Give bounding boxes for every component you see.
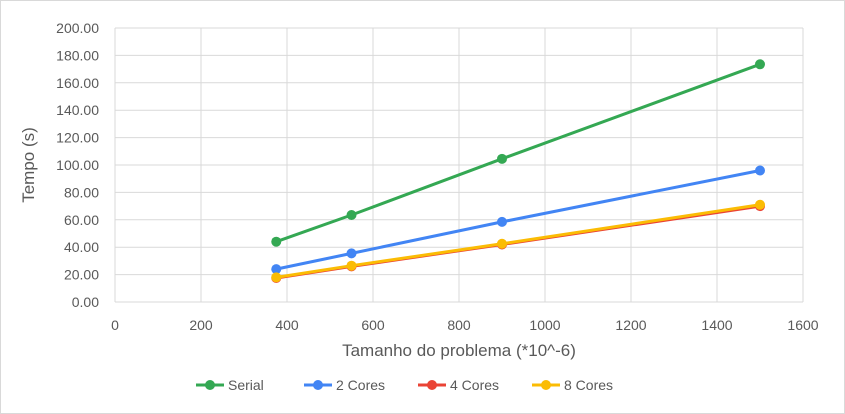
legend-marker [427, 380, 437, 390]
data-point [755, 165, 765, 176]
data-point [755, 199, 765, 210]
legend-item: 8 Cores [532, 377, 613, 393]
series-2-cores [271, 165, 765, 275]
y-tick-label: 100.00 [56, 157, 99, 173]
x-tick-label: 1400 [701, 317, 732, 333]
data-point [271, 236, 282, 247]
x-tick-label: 600 [361, 317, 385, 333]
data-point [271, 264, 282, 275]
series-line [275, 169, 761, 271]
legend-marker [313, 380, 323, 390]
series-line [276, 203, 761, 279]
legend-marker [541, 380, 551, 390]
series-line [275, 62, 761, 244]
x-tick-label: 200 [189, 317, 213, 333]
legend-label: 2 Cores [336, 377, 385, 393]
x-tick-label: 1600 [787, 317, 818, 333]
legend-label: 4 Cores [450, 377, 499, 393]
data-point [346, 248, 357, 259]
legend-label: 8 Cores [564, 377, 613, 393]
data-point [346, 260, 357, 271]
x-tick-label: 400 [275, 317, 299, 333]
x-tick-label: 1000 [529, 317, 560, 333]
data-point [497, 153, 507, 164]
x-axis-title: Tamanho do problema (*10^-6) [342, 341, 576, 360]
x-axis-ticks: 0 200 400 600 800 1000 1200 1400 1600 [111, 317, 819, 333]
y-tick-label: 140.00 [56, 102, 99, 118]
y-tick-label: 40.00 [64, 239, 99, 255]
y-tick-label: 60.00 [64, 212, 99, 228]
data-point [755, 59, 765, 70]
series-layer [271, 59, 765, 284]
data-point [346, 210, 357, 221]
x-tick-label: 0 [111, 317, 119, 333]
gridlines [114, 27, 804, 303]
legend-item: 4 Cores [418, 377, 499, 393]
legend-item: Serial [196, 377, 264, 393]
y-tick-label: 160.00 [56, 75, 99, 91]
x-tick-label: 1200 [615, 317, 646, 333]
y-tick-label: 20.00 [64, 267, 99, 283]
data-point [497, 238, 507, 249]
y-tick-label: 180.00 [56, 47, 99, 63]
series-8-cores [271, 199, 765, 283]
y-tick-label: 120.00 [56, 130, 99, 146]
legend: Serial 2 Cores 4 Cores 8 Cores [196, 377, 613, 393]
y-axis-title: Tempo (s) [19, 127, 38, 203]
y-tick-label: 200.00 [56, 20, 99, 36]
x-tick-label: 800 [447, 317, 471, 333]
data-point [497, 216, 507, 227]
y-axis-ticks: 0.00 20.00 40.00 60.00 80.00 100.00 120.00 140.… [56, 20, 99, 310]
series-serial [271, 59, 765, 247]
legend-item: 2 Cores [304, 377, 385, 393]
legend-marker [205, 380, 215, 390]
data-point [271, 272, 282, 283]
y-tick-label: 80.00 [64, 184, 99, 200]
y-tick-label: 0.00 [72, 294, 99, 310]
legend-label: Serial [228, 377, 264, 393]
